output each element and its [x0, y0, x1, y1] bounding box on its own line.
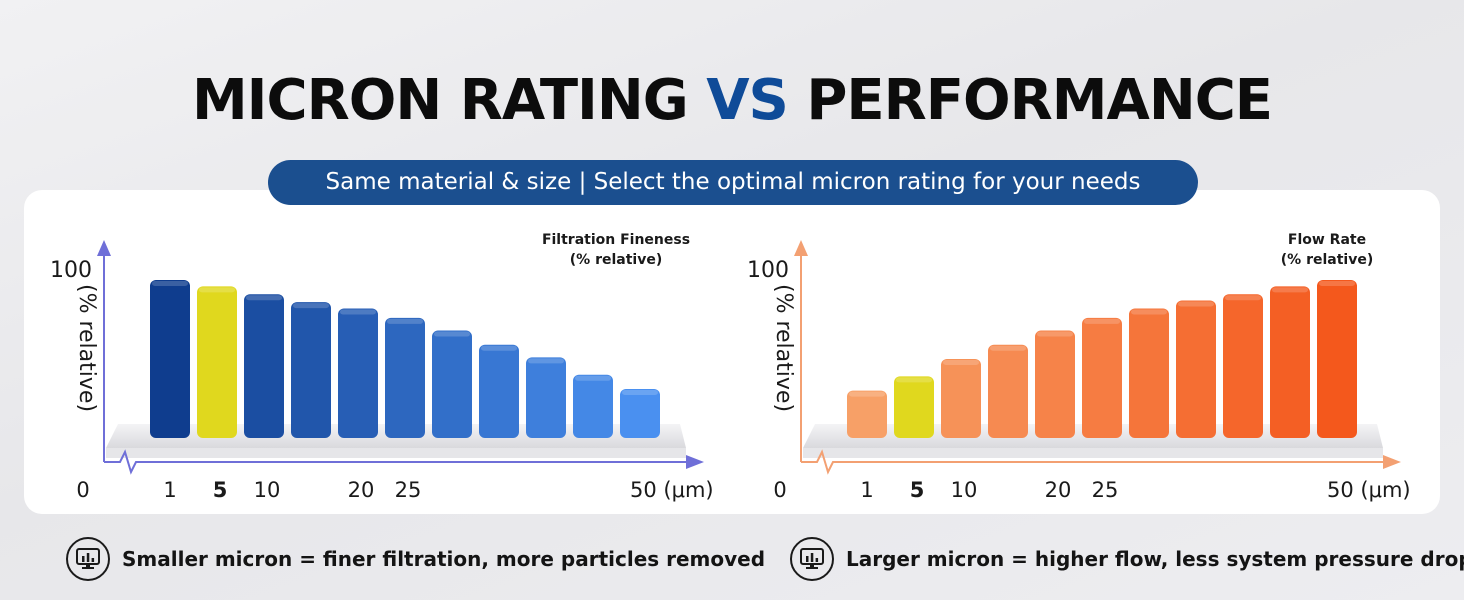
bar [1129, 308, 1169, 438]
x-axis [104, 449, 690, 475]
x-tick-label: 10 [951, 478, 978, 502]
bar-top-highlight [434, 331, 470, 337]
x-tick-label: 0 [773, 478, 786, 502]
x-tick-label: 50 (μm) [630, 478, 714, 502]
chart-platform-edge [106, 448, 686, 458]
bar-top-highlight [622, 390, 658, 396]
bar-top-highlight [943, 360, 979, 365]
x-tick-label: 0 [76, 478, 89, 502]
bar [479, 344, 519, 438]
bar-top-highlight [896, 377, 932, 383]
x-axis-arrow [686, 455, 704, 469]
y-axis-label: (% relative) [74, 284, 99, 412]
chart-title: Filtration Fineness [542, 232, 690, 248]
x-tick-label: 20 [1045, 478, 1072, 502]
bar-top-highlight [1084, 318, 1120, 324]
bar [573, 374, 613, 438]
flow-chart: 100(% relative)0 1 5 10 20 25 50 (μm)Flow Rate… [747, 232, 1411, 502]
title-vs: VS [706, 68, 789, 133]
title-part2: PERFORMANCE [787, 68, 1273, 133]
x-tick-label: 50 (μm) [1327, 478, 1411, 502]
x-tick-label: 5 [213, 478, 228, 502]
bar-top-highlight [199, 287, 235, 293]
monitor-chart-icon [66, 537, 110, 581]
bar [150, 280, 190, 438]
footer-text-left: Smaller micron = finer filtration, more … [122, 547, 766, 571]
bar-top-highlight [1037, 331, 1073, 337]
x-tick-label: 20 [348, 478, 375, 502]
bar [197, 286, 237, 438]
bar [1270, 286, 1310, 438]
footer-text-right: Larger micron = higher flow, less system… [846, 547, 1464, 571]
chart-title: Flow Rate [1288, 232, 1366, 248]
bar-top-highlight [990, 345, 1026, 351]
page-title: MICRON RATING VS PERFORMANCE [0, 66, 1464, 136]
bar [1035, 330, 1075, 438]
bar [988, 344, 1028, 438]
bar [526, 357, 566, 438]
x-tick-label: 1 [163, 478, 176, 502]
bar [1082, 317, 1122, 438]
x-tick-label: 1 [860, 478, 873, 502]
fineness-chart: 100(% relative)0 1 5 10 20 25 50 (μm)Filtratio… [50, 232, 714, 502]
x-axis-arrow [1383, 455, 1401, 469]
bar-top-highlight [849, 391, 885, 397]
bar-top-highlight [340, 309, 376, 315]
subtitle-text: Same material & size | Select the optima… [325, 169, 1141, 195]
chart-title-unit: (% relative) [1281, 252, 1373, 268]
y-tick-label: 100 [50, 258, 92, 283]
chart-platform-edge [803, 448, 1383, 458]
bar-top-highlight [293, 303, 329, 309]
bar-top-highlight [575, 375, 611, 381]
monitor-chart-icon [790, 537, 834, 581]
bar [1317, 280, 1357, 438]
bar [432, 330, 472, 438]
bar-top-highlight [387, 318, 423, 324]
subtitle-banner: Same material & size | Select the optima… [268, 160, 1198, 205]
bar [894, 376, 934, 438]
footer-note-left: Smaller micron = finer filtration, more … [66, 535, 765, 583]
footer-note-right: Larger micron = higher flow, less system… [790, 535, 1464, 583]
y-axis-arrow [794, 240, 808, 256]
bar [620, 389, 660, 438]
bar-top-highlight [1225, 295, 1261, 301]
y-tick-label: 100 [747, 258, 789, 283]
bar [941, 359, 981, 438]
x-tick-label: 10 [254, 478, 281, 502]
bar-top-highlight [246, 295, 282, 301]
bar-top-highlight [1178, 301, 1214, 307]
x-tick-label: 25 [395, 478, 422, 502]
bar [244, 294, 284, 438]
bar-top-highlight [152, 281, 188, 286]
title-part1: MICRON RATING [191, 68, 707, 133]
bar [338, 308, 378, 438]
bar [1223, 294, 1263, 438]
bar-top-highlight [1272, 287, 1308, 293]
y-axis-arrow [97, 240, 111, 256]
x-axis [801, 449, 1387, 475]
bar-top-highlight [1319, 281, 1355, 286]
bar-top-highlight [528, 358, 564, 364]
chart-title-unit: (% relative) [570, 252, 662, 268]
x-tick-label: 5 [910, 478, 925, 502]
bar [847, 390, 887, 438]
y-axis-label: (% relative) [771, 284, 796, 412]
bar [1176, 300, 1216, 438]
x-tick-label: 25 [1092, 478, 1119, 502]
bar [385, 317, 425, 438]
bar-top-highlight [1131, 309, 1167, 315]
bar-top-highlight [481, 345, 517, 351]
bar [291, 302, 331, 438]
